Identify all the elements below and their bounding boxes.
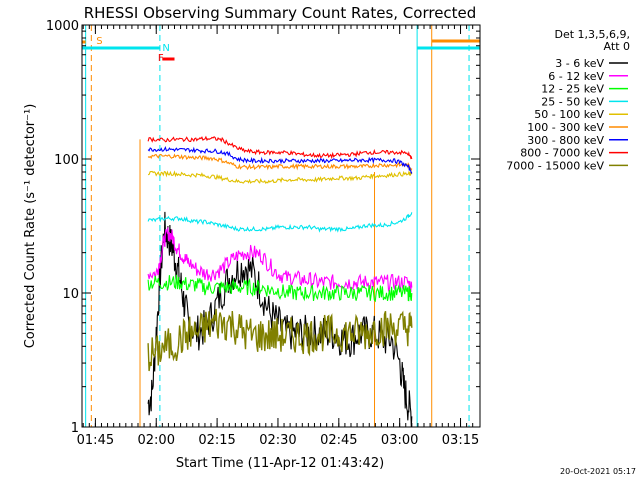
marker-label: N: [162, 43, 169, 54]
series-line: [147, 227, 413, 293]
legend-label: 300 - 800 keV: [527, 134, 604, 147]
axes: 1 10 100 1000 01:45 02:00 02:15 02:30 02:45 03:00…: [46, 19, 480, 448]
x-tick-label: 01:45: [77, 433, 114, 448]
y-tick-label: 1: [71, 421, 79, 436]
legend-label: 50 - 100 keV: [534, 108, 604, 121]
series-line: [147, 308, 413, 372]
series-line: [147, 211, 413, 428]
y-tick-label: 1000: [46, 19, 79, 34]
x-tick-label: 03:15: [442, 433, 479, 448]
x-tick-label: 02:15: [198, 433, 235, 448]
marker-label: F: [158, 53, 164, 64]
x-axis-label: Start Time (11-Apr-12 01:43:42): [176, 456, 384, 471]
timestamp: 20-Oct-2021 05:17: [560, 467, 636, 476]
legend-label: 100 - 300 keV: [527, 121, 604, 134]
chart-title: RHESSI Observing Summary Count Rates, Co…: [84, 4, 477, 22]
legend-label: 800 - 7000 keV: [520, 147, 604, 160]
legend-subtitle: Att 0: [604, 40, 630, 53]
x-tick-label: 02:00: [138, 433, 175, 448]
legend-title: Det 1,3,5,6,9,: [554, 28, 630, 41]
y-axis-label: Corrected Count Rate (s⁻¹ detector⁻¹): [23, 104, 38, 349]
plot-frame: [81, 24, 481, 428]
series-line: [147, 146, 413, 175]
plot-area: S NF: [82, 25, 480, 428]
legend-label: 7000 - 15000 keV: [506, 159, 604, 172]
y-tick-label: 100: [54, 153, 79, 168]
series-line: [147, 170, 413, 185]
y-tick-label: 10: [62, 287, 79, 302]
x-tick-label: 03:00: [381, 433, 418, 448]
marker-label: S: [96, 36, 102, 47]
legend-label: 12 - 25 keV: [541, 83, 604, 96]
series-line: [147, 274, 413, 303]
series-line: [147, 153, 413, 171]
legend-label: 3 - 6 keV: [555, 57, 604, 70]
series-line: [147, 212, 413, 233]
legend-label: 25 - 50 keV: [541, 95, 604, 108]
x-tick-label: 02:45: [320, 433, 357, 448]
x-tick-label: 02:30: [259, 433, 296, 448]
legend-label: 6 - 12 keV: [548, 70, 604, 83]
series-line: [147, 135, 413, 160]
